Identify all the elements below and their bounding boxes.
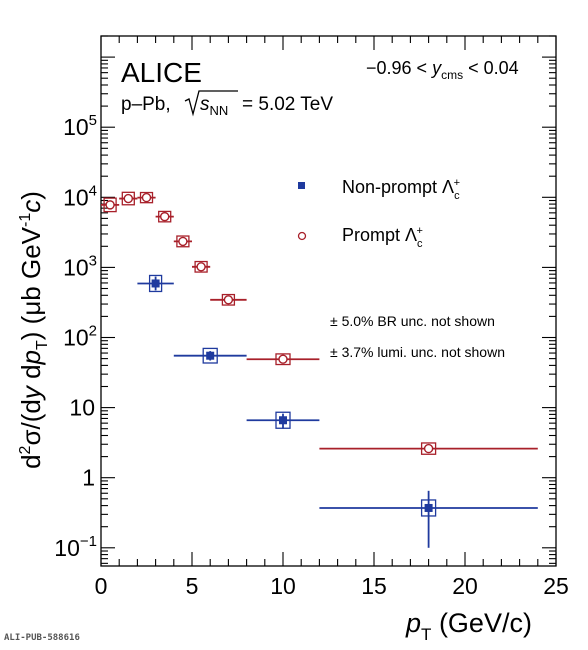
- data-marker: [223, 295, 234, 305]
- data-marker: [178, 236, 188, 247]
- data-marker: [141, 192, 152, 203]
- systematic-box: [420, 442, 437, 455]
- x-tick-label: 15: [361, 573, 387, 599]
- y-tick-label: 10: [69, 395, 95, 421]
- publication-id: ALI-PUB-588616: [4, 633, 80, 643]
- experiment-label: ALICE: [121, 57, 202, 88]
- system-label: p–Pb,: [121, 94, 171, 115]
- axis-ticks: 0 5 10 15 20 25 10−1 1 10 102 103 104 105: [54, 35, 569, 599]
- y-tick-label: 104: [63, 182, 97, 210]
- x-tick-label: 25: [543, 573, 569, 599]
- sqrt-sign: [184, 90, 238, 117]
- data-points: [101, 191, 538, 548]
- systematic-box: [139, 191, 154, 204]
- systematic-box: [148, 274, 163, 293]
- systematic-box: [275, 353, 291, 366]
- x-axis-title: pT (GeV/c): [405, 608, 532, 644]
- y-tick-label: 102: [63, 323, 97, 351]
- data-marker: [151, 279, 160, 288]
- systematic-box: [103, 197, 117, 213]
- legend: Non-prompt Λc+ Prompt Λc+: [297, 177, 460, 250]
- plot-frame: [100, 35, 557, 567]
- data-marker: [159, 211, 170, 222]
- y-tick-label: 1: [82, 465, 95, 491]
- data-marker: [278, 354, 288, 364]
- data-marker: [105, 200, 115, 210]
- series-nonprompt: [137, 274, 538, 548]
- energy-label: = 5.02 TeV: [242, 94, 333, 115]
- systematic-box: [121, 191, 135, 206]
- data-marker: [123, 193, 134, 204]
- x-tick-label: 20: [452, 573, 478, 599]
- y-tick-label: 10−1: [54, 533, 97, 561]
- y-tick-label: 103: [63, 252, 97, 280]
- legend-marker-nonprompt: [298, 182, 305, 189]
- note-br: ± 5.0% BR unc. not shown: [330, 313, 495, 329]
- data-marker: [279, 416, 287, 425]
- data-marker: [424, 503, 433, 512]
- series-prompt: [101, 191, 538, 455]
- systematic-box: [202, 347, 218, 364]
- systematic-box: [275, 411, 291, 429]
- sqrt-s-label: sNN: [200, 94, 228, 118]
- systematic-box: [194, 260, 208, 273]
- y-tick-label: 105: [63, 112, 97, 140]
- legend-label-nonprompt: Non-prompt Λc+: [342, 177, 460, 202]
- x-tick-label: 0: [95, 573, 108, 599]
- y-axis-title: d2σ/(dy dpT) (μb GeV-1c): [16, 191, 51, 469]
- x-tick-label: 10: [270, 573, 296, 599]
- data-marker: [196, 262, 206, 272]
- data-marker: [423, 443, 434, 454]
- systematic-box: [420, 499, 437, 517]
- systematic-box: [221, 293, 236, 306]
- legend-label-prompt: Prompt Λc+: [342, 225, 423, 250]
- note-lumi: ± 3.7% lumi. unc. not shown: [330, 344, 505, 360]
- x-axis-unit: (GeV/c): [439, 608, 532, 638]
- x-tick-label: 5: [186, 573, 199, 599]
- systematic-box: [176, 235, 190, 248]
- data-marker: [206, 351, 215, 360]
- legend-marker-prompt: [297, 231, 307, 241]
- rapidity-label: −0.96 < ycms < 0.04: [366, 58, 519, 82]
- systematic-box: [158, 210, 172, 223]
